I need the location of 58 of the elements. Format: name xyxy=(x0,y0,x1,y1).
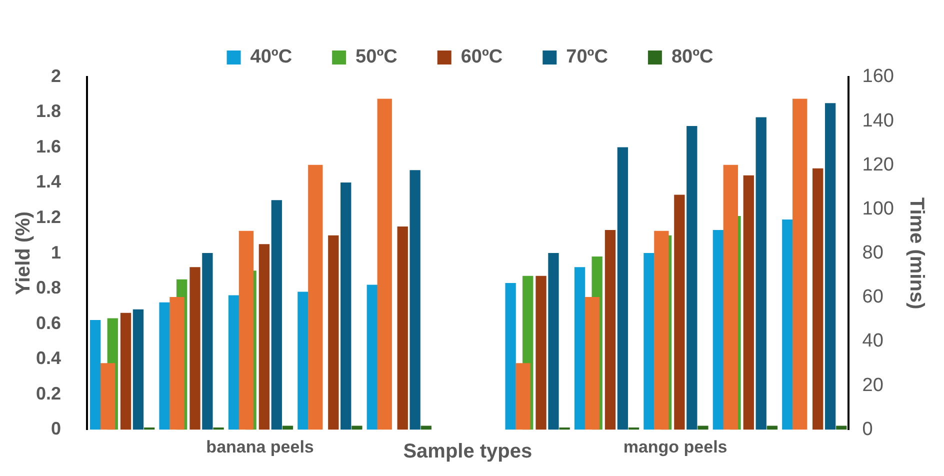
bar xyxy=(812,168,824,430)
legend-label: 50ºC xyxy=(356,46,398,68)
bar xyxy=(328,235,339,430)
bar xyxy=(743,175,754,430)
bar xyxy=(674,194,685,430)
y-tick-label: 2 xyxy=(51,66,62,86)
y2-tick-label: 140 xyxy=(862,110,894,132)
bar xyxy=(190,267,200,430)
y-tick-label: 1.6 xyxy=(36,136,62,156)
y2-tick-label: 60 xyxy=(862,286,884,308)
bar xyxy=(824,103,836,430)
bar xyxy=(120,312,132,430)
x-tick-label: banana peels xyxy=(206,437,314,456)
bar xyxy=(352,426,362,430)
bar xyxy=(505,282,516,430)
bar xyxy=(756,117,766,430)
bar xyxy=(617,147,628,430)
y2-tick-label: 20 xyxy=(862,374,884,396)
y-tick-label: 0.8 xyxy=(36,278,62,298)
bar xyxy=(340,182,352,430)
y2-tick-label: 40 xyxy=(862,330,884,352)
y2-tick-label: 120 xyxy=(862,154,894,176)
y-tick-label: 1.8 xyxy=(36,101,62,122)
y2-axis-title: Time (mins) xyxy=(905,197,928,310)
y-tick-label: 1 xyxy=(51,242,62,262)
bar xyxy=(377,98,392,430)
y-tick-label: 0.2 xyxy=(36,383,62,404)
legend-label: 80ºC xyxy=(671,46,714,68)
legend-label: 70ºC xyxy=(566,46,608,68)
bar xyxy=(548,252,559,430)
bar xyxy=(132,309,144,430)
bar xyxy=(836,426,847,430)
bar xyxy=(202,252,213,430)
bar xyxy=(410,170,420,430)
bar xyxy=(766,426,778,430)
y2-tick-label: 160 xyxy=(862,66,894,88)
bar xyxy=(258,244,270,430)
bar xyxy=(536,276,546,430)
bar xyxy=(604,230,616,430)
bar xyxy=(282,426,294,430)
legend-label: 40ºC xyxy=(250,46,292,68)
bar xyxy=(420,426,432,430)
y-tick-label: 0.4 xyxy=(36,348,62,368)
bar xyxy=(698,426,708,430)
bar xyxy=(686,126,698,430)
bar xyxy=(397,226,408,430)
bar xyxy=(271,200,282,430)
x-tick-label: mango peels xyxy=(623,437,728,456)
y-tick-label: 0 xyxy=(51,418,62,439)
x-axis-title: Sample types xyxy=(403,440,532,463)
legend-label: 60ºC xyxy=(460,46,503,68)
y-tick-label: 0.6 xyxy=(36,312,62,333)
y2-tick-label: 100 xyxy=(862,198,894,220)
y2-tick-label: 80 xyxy=(862,242,884,264)
y-tick-label: 1.4 xyxy=(36,172,62,192)
y-axis-title: Yield (%) xyxy=(12,211,35,296)
y2-tick-label: 0 xyxy=(862,418,873,440)
y-tick-label: 1.2 xyxy=(36,207,62,228)
